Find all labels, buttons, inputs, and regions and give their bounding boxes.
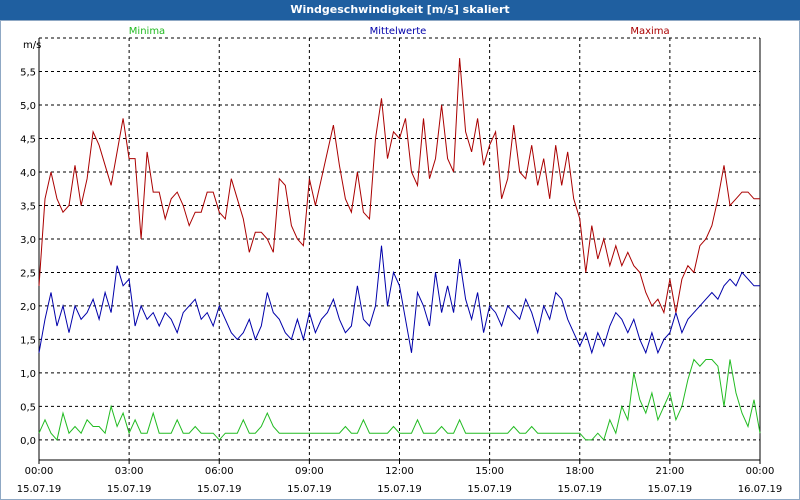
x-tick-time: 21:00 (655, 466, 684, 477)
legend-mittelwerte: Mittelwerte (370, 26, 427, 37)
x-tick-time: 03:00 (115, 466, 144, 477)
y-tick-label: 0,5 (20, 402, 36, 413)
x-tick-time: 15:00 (475, 466, 504, 477)
x-tick-time: 00:00 (25, 466, 54, 477)
x-tick-time: 06:00 (205, 466, 234, 477)
x-tick-date: 15.07.19 (107, 484, 152, 495)
chart-grid (39, 38, 760, 460)
chart-legend: Minima Mittelwerte Maxima (129, 26, 670, 37)
x-tick-date: 15.07.19 (467, 484, 512, 495)
y-tick-label: 0,0 (20, 436, 36, 447)
y-tick-label: 3,0 (20, 235, 36, 246)
chart-series (38, 58, 761, 441)
series-line-maxima (38, 58, 760, 315)
y-tick-label: 2,0 (20, 302, 36, 313)
x-tick-date: 15.07.19 (287, 484, 332, 495)
x-tick-date: 15.07.19 (648, 484, 693, 495)
wind-speed-chart: 0,0 0,5 1,0 1,5 2,0 2,5 3,0 3,5 4,0 4,5 5,0 5,5 00:… (17, 26, 783, 495)
x-tick-time: 18:00 (565, 466, 594, 477)
x-tick-time: 12:00 (385, 466, 414, 477)
legend-maxima: Maxima (630, 26, 669, 37)
window-title: Windgeschwindigkeit [m/s] skaliert (0, 0, 800, 20)
y-tick-label: 2,5 (20, 268, 36, 279)
y-tick-label: 5,0 (20, 101, 36, 112)
x-tick-date: 15.07.19 (377, 484, 422, 495)
x-tick-date: 15.07.19 (557, 484, 602, 495)
y-tick-label: 4,0 (20, 168, 36, 179)
x-tick-date: 15.07.19 (17, 484, 62, 495)
series-line-minima (38, 358, 761, 441)
x-tick-time: 00:00 (746, 466, 775, 477)
y-tick-label: 4,5 (20, 134, 36, 145)
y-tick-label: 3,5 (20, 201, 36, 212)
x-tick-date: 15.07.19 (197, 484, 242, 495)
x-tick-date: 16.07.19 (738, 484, 783, 495)
y-axis-label: m/s (23, 40, 41, 51)
x-tick-time: 09:00 (295, 466, 324, 477)
y-tick-label: 5,5 (20, 67, 36, 78)
x-axis-ticks: 00:00 15.07.19 03:00 15.07.19 06:00 15.07.19 0… (17, 466, 783, 495)
chart-axes (38, 37, 761, 464)
legend-minima: Minima (129, 26, 165, 37)
y-axis-ticks: 0,0 0,5 1,0 1,5 2,0 2,5 3,0 3,5 4,0 4,5 5,0 5,5 (20, 67, 36, 446)
y-tick-label: 1,0 (20, 369, 36, 380)
y-tick-label: 1,5 (20, 335, 36, 346)
series-line-mittelwerte (38, 245, 760, 355)
